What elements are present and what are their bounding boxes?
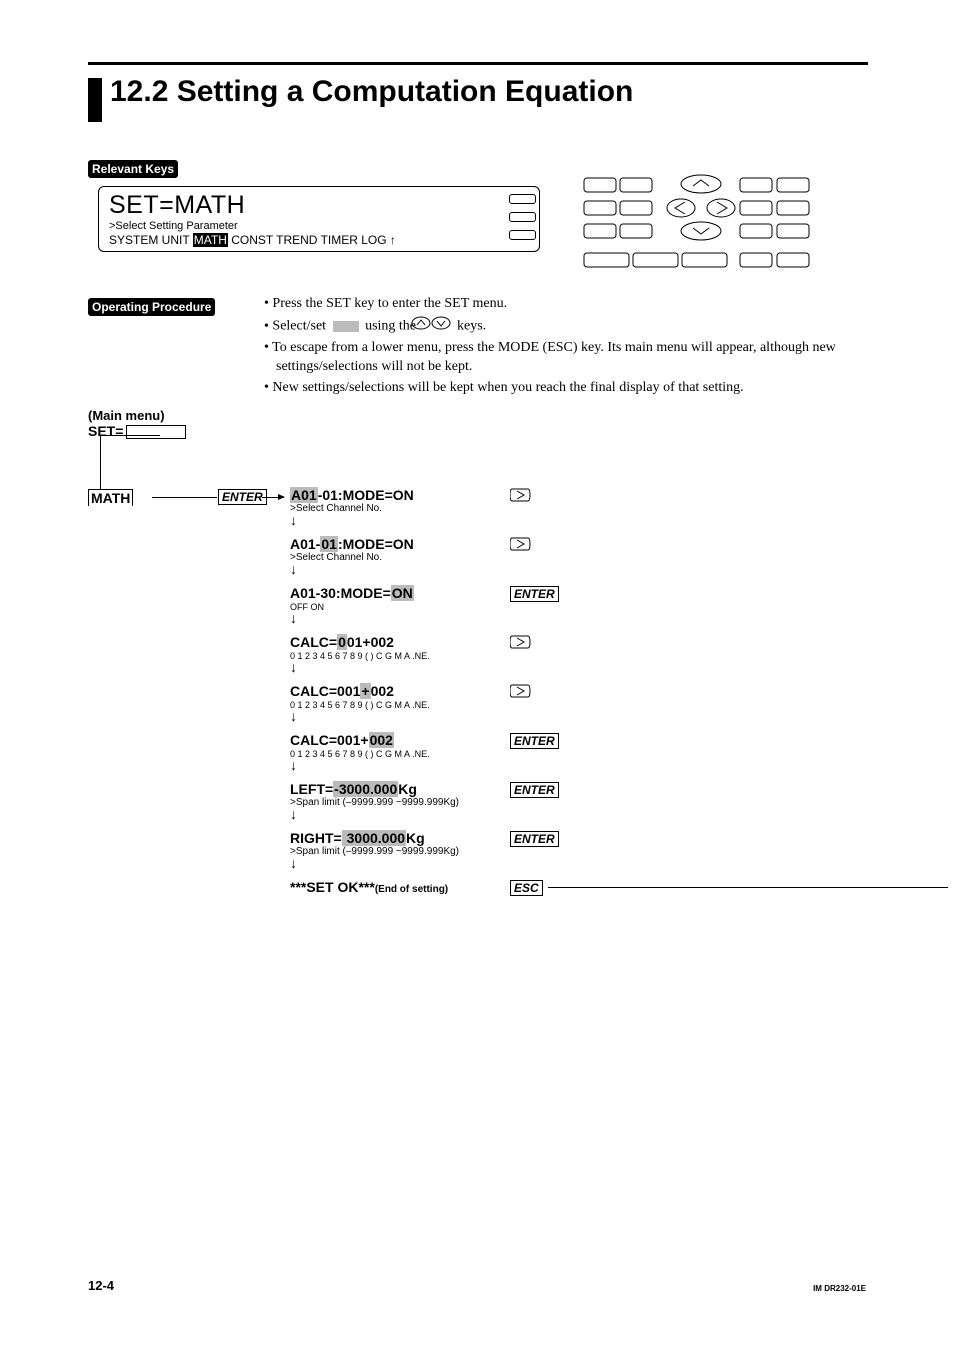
step-label: CALC=001+002	[290, 634, 720, 650]
enter-key-label: ENTER	[510, 830, 559, 848]
display-main-text: SET=MATH	[109, 191, 529, 220]
lcd-display: SET=MATH >Select Setting Parameter SYSTE…	[98, 186, 540, 252]
flow-step: LEFT=-3000.000Kg>Span limit (–9999.999 ~…	[290, 781, 720, 822]
proc-item-text: Press the SET key to enter the SET menu.	[272, 296, 507, 311]
enter-key-label: ENTER	[510, 781, 559, 799]
updown-keys-icon	[423, 316, 451, 337]
set-equals-label: SET=	[88, 423, 748, 439]
flow-step: A01-01:MODE=ON>Select Channel No.↓	[290, 487, 720, 528]
top-rule	[88, 62, 868, 65]
down-arrow-icon: ↓	[290, 561, 720, 577]
main-menu-label: (Main menu)	[88, 408, 748, 423]
flow-step: CALC=001+0020 1 2 3 4 5 6 7 8 9 ( ) C G …	[290, 634, 720, 675]
page-number: 12-4	[88, 1278, 114, 1293]
down-arrow-icon: ↓	[290, 512, 720, 528]
enter-key-label: ENTER	[218, 489, 267, 505]
flow-step: CALC=001+0020 1 2 3 4 5 6 7 8 9 ( ) C G …	[290, 732, 720, 773]
step-label: RIGHT= 3000.000Kg	[290, 830, 720, 846]
right-key-icon	[510, 487, 532, 505]
flow-connector	[100, 435, 101, 490]
proc-item-text: keys.	[454, 319, 487, 334]
down-arrow-icon: ↓	[290, 708, 720, 724]
section-title: 12.2 Setting a Computation Equation	[110, 75, 633, 109]
procedure-list: Press the SET key to enter the SET menu.…	[264, 295, 874, 399]
flow-connector	[100, 435, 160, 436]
flow-arrow	[262, 497, 284, 498]
down-arrow-icon: ↓	[290, 659, 720, 675]
step-label: CALC=001+002	[290, 732, 720, 748]
flow-arrow	[152, 497, 217, 498]
proc-item: Select/set using the keys.	[264, 316, 874, 337]
proc-item: To escape from a lower menu, press the M…	[264, 339, 874, 377]
proc-item-text: New settings/selections will be kept whe…	[272, 380, 743, 395]
display-sub-text: >Select Setting Parameter	[109, 220, 529, 232]
step-label: LEFT=-3000.000Kg	[290, 781, 720, 797]
down-arrow-icon: ↓	[290, 757, 720, 773]
softkey-icons	[509, 194, 536, 248]
menu-flow: (Main menu) SET=	[88, 408, 748, 439]
flow-step-final: ***SET OK***(End of setting)ESC	[290, 879, 720, 919]
operating-procedure-badge: Operating Procedure	[88, 298, 215, 316]
step-label: CALC=001+002	[290, 683, 720, 699]
keypad	[582, 173, 812, 273]
title-left-bar	[88, 78, 102, 122]
flow-step: A01-01:MODE=ON>Select Channel No.↓	[290, 536, 720, 577]
step-label: A01-01:MODE=ON	[290, 487, 720, 503]
flow-step: CALC=001+0020 1 2 3 4 5 6 7 8 9 ( ) C G …	[290, 683, 720, 724]
math-menu-label: MATH	[88, 489, 133, 506]
steps-list: A01-01:MODE=ON>Select Channel No.↓A01-01…	[290, 487, 720, 927]
esc-key-label: ESC	[510, 879, 543, 897]
right-key-icon	[510, 634, 532, 652]
selection-placeholder-icon	[333, 321, 359, 332]
step-label: A01-30:MODE=ON	[290, 585, 720, 601]
step-label: A01-01:MODE=ON	[290, 536, 720, 552]
flow-step: A01-30:MODE=ONOFF ON↓ENTER	[290, 585, 720, 626]
down-arrow-icon: ↓	[290, 610, 720, 626]
right-key-icon	[510, 683, 532, 701]
document-id: IM DR232-01E	[813, 1284, 866, 1293]
right-key-icon	[510, 536, 532, 554]
proc-item: Press the SET key to enter the SET menu.	[264, 295, 874, 314]
blank-box-icon	[126, 425, 186, 439]
proc-item-text: Select/set	[272, 319, 329, 334]
enter-key-label: ENTER	[510, 585, 559, 603]
display-menu-row: SYSTEM UNIT MATH CONST TREND TIMER LOG ↑	[109, 233, 529, 247]
down-arrow-icon: ↓	[290, 806, 720, 822]
flow-connector	[548, 887, 948, 888]
proc-item-text: To escape from a lower menu, press the M…	[272, 340, 836, 374]
enter-key-label: ENTER	[510, 732, 559, 750]
down-arrow-icon: ↓	[290, 855, 720, 871]
proc-item: New settings/selections will be kept whe…	[264, 379, 874, 398]
flow-step: RIGHT= 3000.000Kg>Span limit (–9999.999 …	[290, 830, 720, 871]
relevant-keys-badge: Relevant Keys	[88, 160, 178, 178]
